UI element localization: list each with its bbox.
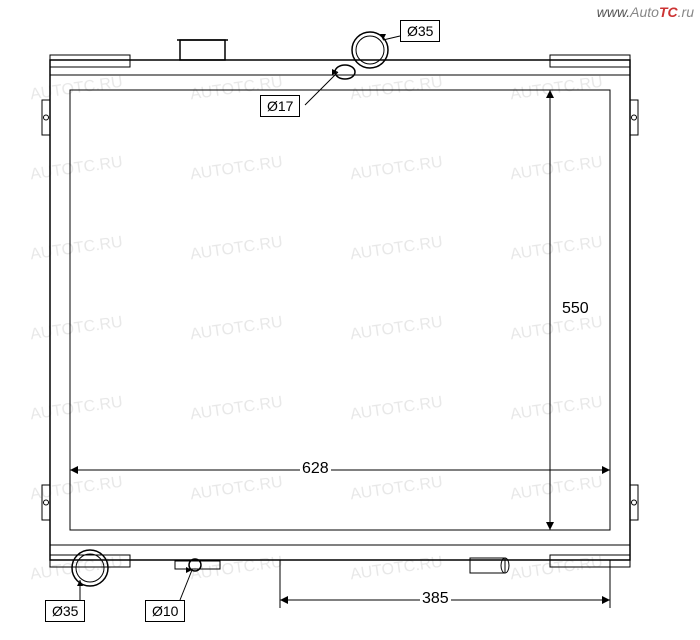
dimension-label: Ø17 — [260, 95, 300, 117]
technical-drawing — [0, 0, 700, 640]
dimension-label: Ø10 — [145, 600, 185, 622]
diagram-canvas: AUTOTC.RUAUTOTC.RUAUTOTC.RUAUTOTC.RUAUTO… — [0, 0, 700, 640]
dimension-label: Ø35 — [45, 600, 85, 622]
dimension-label: Ø35 — [400, 20, 440, 42]
dimension-label: 628 — [300, 460, 331, 478]
dimension-label: 550 — [560, 300, 591, 318]
dimension-label: 385 — [420, 590, 451, 608]
